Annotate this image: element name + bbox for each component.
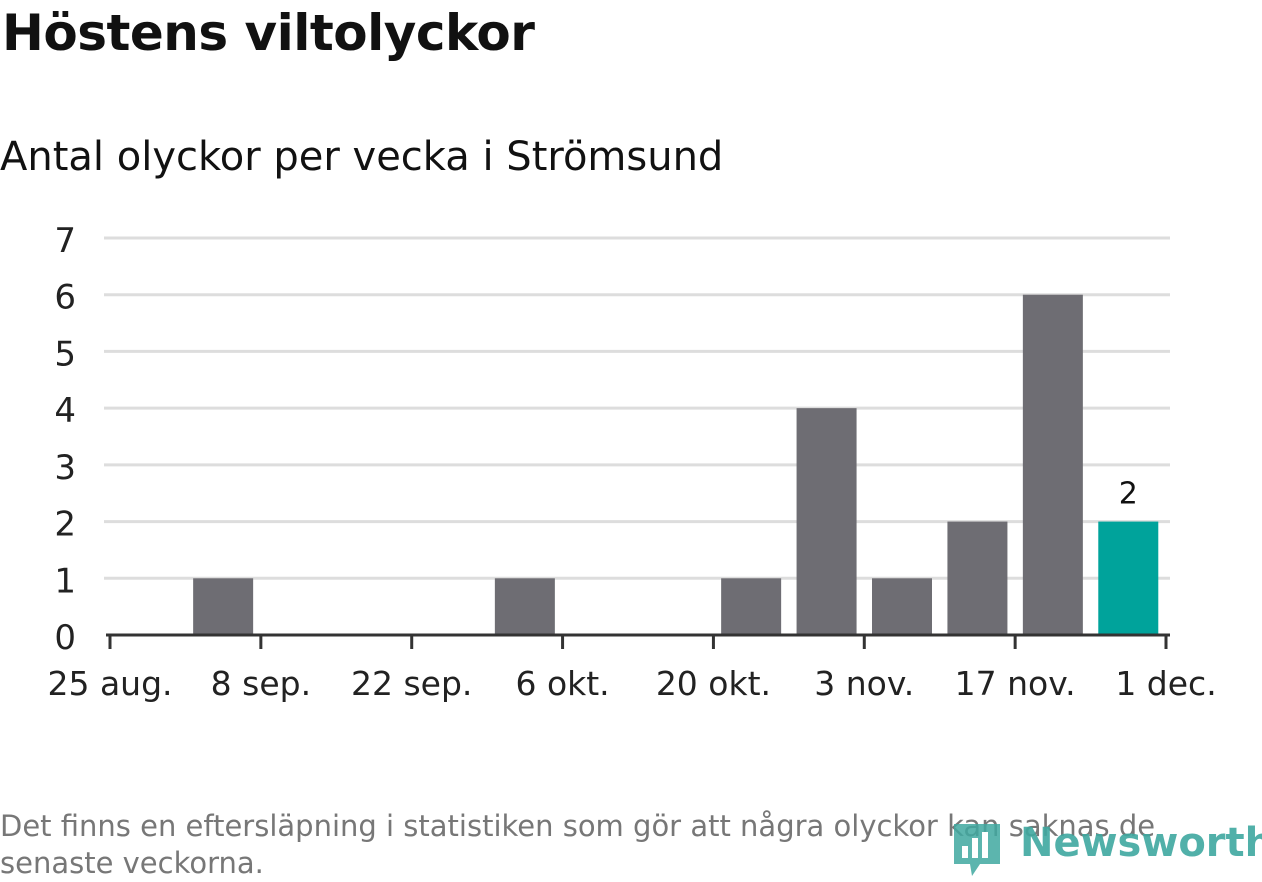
bar [872, 578, 932, 635]
y-tick-label: 2 [54, 505, 76, 545]
y-tick-label: 5 [54, 334, 76, 374]
y-tick-label: 6 [54, 278, 76, 318]
y-tick-label: 1 [54, 561, 76, 601]
x-tick-label: 22 sep. [351, 664, 472, 703]
bar [947, 521, 1008, 635]
chart-subtitle: Antal olyckor per vecka i Strömsund [0, 134, 724, 180]
x-tick-label: 17 nov. [955, 664, 1076, 703]
x-tick-label: 8 sep. [211, 664, 311, 703]
logo-text: Newsworthy [1020, 820, 1262, 866]
y-tick-label: 0 [54, 618, 76, 658]
y-tick-label: 4 [54, 391, 76, 431]
bar [193, 578, 254, 635]
bar [796, 408, 857, 635]
newsworthy-logo: Newsworthy [950, 818, 1262, 878]
bar [721, 578, 782, 635]
newsworthy-chart-icon [954, 824, 1000, 876]
x-tick-label: 3 nov. [814, 664, 914, 703]
x-tick-label: 20 okt. [656, 664, 771, 703]
chart-title: Höstens viltolyckor [2, 4, 535, 62]
highlighted-bar [1098, 521, 1159, 635]
bar [494, 578, 555, 635]
x-tick-label: 6 okt. [515, 664, 609, 703]
bar [1022, 294, 1083, 635]
y-tick-label: 3 [54, 448, 76, 488]
y-tick-label: 7 [54, 221, 76, 261]
x-tick-label: 25 aug. [47, 664, 172, 703]
x-tick-label: 1 dec. [1115, 664, 1216, 703]
data-label: 2 [1119, 477, 1138, 512]
